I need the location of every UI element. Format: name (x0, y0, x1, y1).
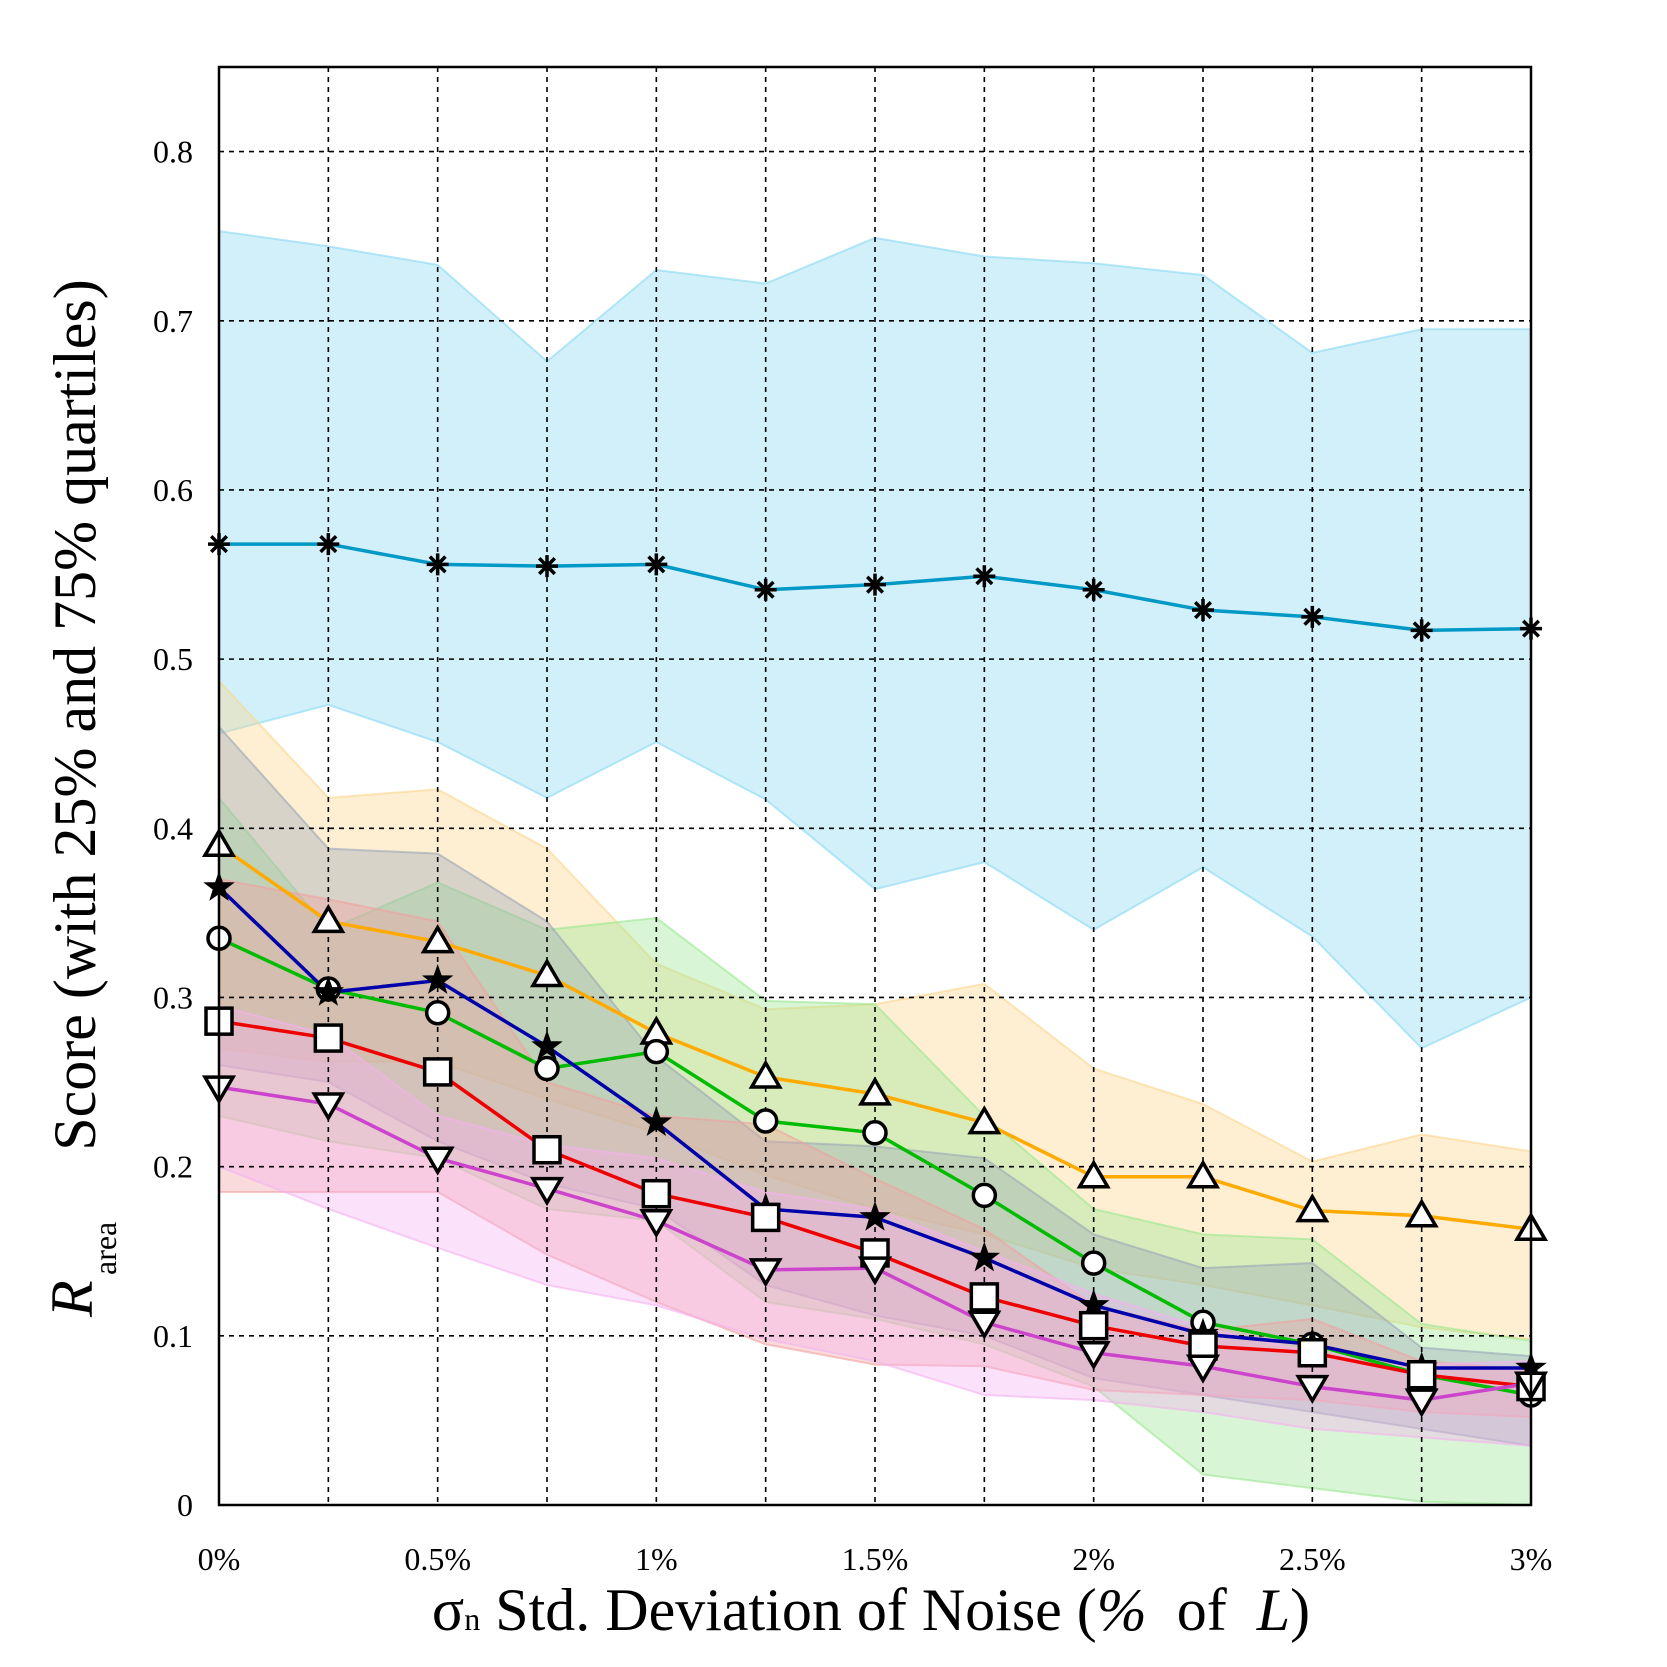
y-axis-symbol-r: R (39, 1280, 105, 1318)
series-4-point (859, 1200, 891, 1231)
y-axis-symbol: R area (39, 1222, 123, 1318)
series-2-point (857, 1076, 893, 1106)
y-tick-label: 0.1 (153, 1318, 193, 1354)
series-3-point (971, 1182, 998, 1209)
series-6-point (1076, 1340, 1111, 1371)
x-tick-label: 1.5% (842, 1541, 909, 1577)
series-2-point (1295, 1193, 1330, 1223)
y-tick-label: 0 (177, 1487, 193, 1523)
series-2-point (967, 1105, 1002, 1135)
series-1-point (426, 553, 449, 576)
series-1-point (536, 555, 558, 578)
x-axis-title-sigma-subscript: n (464, 1601, 480, 1637)
y-axis-title: Score (with 25% and 75% quartiles) (42, 279, 108, 1150)
series-1-point (1192, 599, 1214, 622)
series-5-point (313, 1023, 344, 1053)
series-5-point (1406, 1359, 1437, 1390)
series-2-point (311, 903, 346, 934)
y-axis-symbol-subscript: area (87, 1222, 123, 1275)
x-tick-label: 2% (1072, 1541, 1115, 1577)
series-1-point (317, 533, 340, 556)
series-3-point (862, 1120, 888, 1146)
series-1-point (645, 553, 668, 576)
series-5-point (750, 1202, 781, 1233)
series-1-point (1301, 605, 1324, 628)
series-1-point (1410, 619, 1433, 642)
tick-labels: 0% 0.5% 1% 1.5% 2% 2.5% 3% 0 0.1 0.2 0.3 0.4 0.5 0.6 0… (153, 134, 1552, 1577)
x-axis-title-close: ) (1290, 1577, 1310, 1643)
y-tick-label: 0.8 (153, 134, 193, 170)
series-6-point (967, 1310, 1002, 1340)
x-tick-label: 1% (635, 1541, 678, 1577)
series-2-point (1404, 1198, 1439, 1228)
plot-frame (217, 65, 1533, 1507)
x-tick-label: 3% (1510, 1541, 1553, 1577)
series-5-point (1078, 1310, 1109, 1341)
y-tick-label: 0.6 (153, 472, 193, 508)
y-tick-label: 0.5 (153, 641, 193, 677)
x-tick-label: 2.5% (1279, 1541, 1346, 1577)
y-tick-label: 0.7 (153, 303, 193, 339)
series-2-point (529, 958, 565, 988)
series-5-point (532, 1134, 562, 1165)
series-6-point (857, 1256, 893, 1286)
series-6-point (420, 1146, 455, 1176)
series-3-point (643, 1038, 670, 1065)
series-1-point (754, 578, 777, 601)
x-axis-title-of: of (1147, 1577, 1257, 1643)
series-4-point (421, 964, 454, 994)
x-axis-title-percent: % (1097, 1577, 1147, 1643)
y-tick-label: 0.4 (153, 810, 193, 846)
series-1-point (1082, 578, 1105, 601)
series-2-point (1076, 1159, 1111, 1189)
series-2-point (420, 924, 455, 954)
series-6-point (1185, 1354, 1221, 1384)
series-3-point (1080, 1250, 1107, 1276)
y-tick-label: 0.3 (153, 979, 193, 1015)
x-axis-title: σn Std. Deviation of Noise (% of L) (432, 1577, 1310, 1643)
series-4-point (640, 1106, 673, 1137)
series-5-point (641, 1178, 672, 1209)
series-2-point (1185, 1159, 1221, 1189)
x-axis-title-main: Std. Deviation of Noise ( (480, 1577, 1097, 1643)
series-6-point (639, 1209, 674, 1239)
x-axis-title-l: L (1256, 1577, 1290, 1643)
y-tick-label: 0.2 (153, 1149, 193, 1185)
series-5-point (969, 1282, 1000, 1312)
x-tick-label: 0.5% (404, 1541, 471, 1577)
series-5-point (1297, 1337, 1328, 1368)
series-3-point (424, 999, 451, 1026)
series-4-point (968, 1241, 1001, 1272)
series-1-point (973, 565, 996, 588)
series-6-point (311, 1092, 346, 1122)
x-axis-title-sigma: σ (432, 1577, 464, 1643)
x-tick-label: 0% (198, 1541, 241, 1577)
series-5-point (422, 1057, 453, 1087)
series-4-point (531, 1030, 563, 1060)
series-6-point (748, 1258, 783, 1288)
series-6-point (1295, 1374, 1330, 1405)
series-4-point (312, 975, 345, 1006)
series-3-point (752, 1108, 779, 1134)
series-1-point (864, 573, 886, 596)
series-6-point (1404, 1388, 1439, 1418)
series-6-point (529, 1176, 565, 1207)
series-3-point (534, 1055, 560, 1082)
series-2-point (748, 1059, 783, 1089)
